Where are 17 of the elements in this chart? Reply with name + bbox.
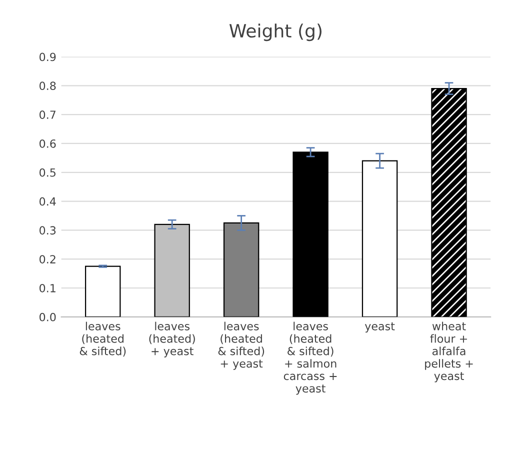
x-tick-label: leaves (heated) + yeast	[149, 322, 195, 358]
y-tick-label: 0.1	[40, 284, 56, 292]
y-tick-label: 0.6	[40, 139, 56, 148]
y-tick-label: 0.4	[40, 197, 56, 206]
y-tick-label: 0.3	[40, 226, 56, 235]
x-tick-label: leaves (heated & sifted) + yeast	[218, 322, 264, 370]
x-tick-label: leaves (heated & sifted) + salmon carcass + yeast	[284, 322, 337, 395]
y-tick-label: 0.5	[40, 168, 56, 177]
y-tick-label: 0.7	[40, 110, 56, 119]
y-tick-label: 0.0	[40, 312, 56, 322]
chart-title: Weight (g)	[229, 24, 322, 42]
y-tick-label: 0.2	[40, 255, 56, 264]
x-tick-label: leaves (heated & sifted)	[80, 322, 126, 357]
x-tick-label: wheat flour + alfalfa pellets + yeast	[425, 322, 473, 382]
y-tick-label: 0.9	[40, 52, 56, 62]
x-tick-label: yeast	[364, 322, 395, 333]
y-tick-label: 0.8	[40, 82, 56, 90]
